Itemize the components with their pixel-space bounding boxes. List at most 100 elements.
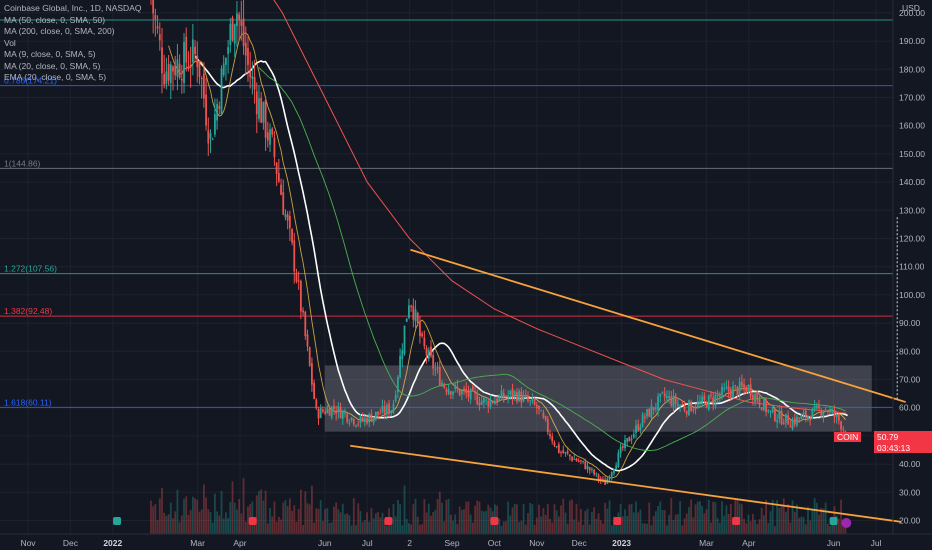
candle-body: [540, 410, 543, 412]
volume-bar: [571, 499, 573, 534]
candle-body: [533, 400, 536, 405]
volume-bar: [729, 504, 732, 534]
volume-bar: [454, 514, 457, 534]
indicator-vol[interactable]: Vol: [4, 37, 16, 48]
candle-body: [452, 391, 454, 395]
candle-body: [427, 349, 430, 359]
candle-body: [471, 386, 474, 390]
candle-body: [732, 386, 734, 399]
indicator-ema20[interactable]: EMA (20, close, 0, SMA, 5): [4, 72, 107, 82]
candle-body: [447, 389, 450, 394]
candle-body: [619, 447, 622, 454]
x-tick-label: Jun: [827, 538, 841, 548]
y-tick-label: 170.00: [899, 93, 925, 103]
volume-bar: [665, 525, 668, 534]
volume-bar: [258, 491, 260, 534]
indicator-ma200[interactable]: MA (200, close, 0, SMA, 200): [4, 26, 115, 36]
volume-bar: [430, 515, 432, 534]
volume-bar: [330, 522, 333, 534]
candle-body: [566, 451, 569, 454]
candle-body: [630, 439, 633, 441]
candle-body: [522, 395, 525, 402]
candle-body: [346, 414, 349, 422]
volume-bar: [635, 501, 637, 534]
candle-body: [745, 386, 748, 393]
volume-bar: [240, 513, 243, 534]
volume-bar: [253, 518, 256, 534]
y-tick-label: 70.00: [899, 375, 921, 385]
volume-bar: [732, 521, 734, 534]
volume-bar: [460, 509, 463, 534]
candle-body: [507, 395, 510, 398]
candle-body: [663, 393, 666, 397]
volume-bar: [593, 507, 596, 534]
volume-bar: [238, 499, 241, 534]
candle-body: [661, 392, 664, 394]
candle-body: [657, 396, 659, 411]
indicator-ma50[interactable]: MA (50, close, 0, SMA, 50): [4, 14, 106, 25]
volume-bar: [297, 509, 300, 534]
volume-bar: [822, 508, 825, 534]
candle-body: [524, 395, 527, 397]
candle-body: [531, 398, 534, 401]
volume-bar: [586, 508, 589, 534]
volume-bar: [566, 523, 569, 534]
x-tick-label: Dec: [63, 538, 79, 548]
candle-body: [253, 77, 256, 90]
candle-body: [379, 413, 382, 415]
candle-body: [529, 400, 532, 402]
earnings-icon: [248, 517, 257, 525]
volume-bar: [762, 515, 765, 534]
candle-body: [837, 414, 840, 421]
volume-bar: [408, 523, 410, 534]
candle-body: [262, 102, 265, 123]
candle-body: [628, 436, 631, 442]
volume-bar: [220, 491, 223, 534]
candle-body: [685, 411, 688, 414]
volume-bar: [286, 506, 289, 534]
volume-bar: [355, 525, 357, 534]
volume-bar: [399, 504, 402, 534]
candle-body: [824, 409, 827, 411]
volume-bar: [213, 493, 216, 534]
indicator-ma20[interactable]: MA (20, close, 0, SMA, 5): [4, 60, 101, 71]
candle-body: [652, 406, 655, 411]
volume-bar: [288, 498, 291, 534]
volume-bar: [412, 504, 415, 534]
volume-bar: [299, 489, 302, 534]
volume-bar: [674, 514, 677, 534]
volume-bar: [754, 519, 756, 534]
candle-body: [809, 418, 812, 421]
candle-body: [703, 395, 706, 400]
volume-bar: [216, 511, 219, 534]
y-tick-label: 180.00: [899, 64, 925, 74]
volume-bar: [280, 519, 282, 534]
candle-body: [255, 91, 258, 115]
y-tick-label: 200.00: [899, 8, 925, 18]
x-tick-label: Apr: [233, 538, 246, 548]
volume-bar: [306, 503, 309, 534]
candle-body: [505, 395, 507, 398]
volume-bar: [423, 499, 426, 534]
indicator-ma9[interactable]: MA (9, close, 0, SMA, 5): [4, 49, 96, 59]
candle-body: [408, 305, 410, 318]
volume-bar: [802, 517, 805, 534]
volume-bar: [707, 499, 710, 534]
volume-bar: [531, 504, 534, 534]
volume-bar: [718, 522, 721, 534]
trendline-lower: [350, 444, 902, 523]
candle-body: [699, 401, 701, 403]
volume-bar: [282, 502, 285, 534]
trendline-upper: [410, 248, 906, 403]
candle-body: [639, 426, 642, 431]
candle-body: [156, 26, 159, 29]
volume-bar: [551, 522, 554, 534]
candle-body: [840, 421, 842, 430]
candle-body: [718, 395, 721, 398]
volume-bar: [745, 523, 748, 534]
volume-bar: [716, 517, 719, 534]
volume-bar: [670, 498, 673, 534]
candle-body: [553, 442, 556, 446]
event-icons: [113, 517, 852, 528]
candle-body: [359, 416, 362, 424]
